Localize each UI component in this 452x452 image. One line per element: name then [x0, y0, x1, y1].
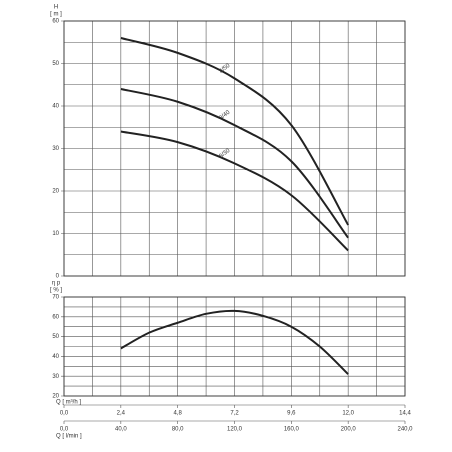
curve [120, 88, 349, 239]
curve [120, 309, 349, 375]
y-tick-label: 60 [52, 314, 59, 320]
x2-tick-label: 120,0 [227, 427, 243, 433]
y-tick-label: 30 [52, 374, 59, 380]
x-tick-label: 12,0 [342, 411, 354, 417]
y-tick-label: 20 [52, 394, 59, 400]
y-tick-label: 0 [56, 274, 60, 280]
x2-tick-label: 80,0 [172, 427, 184, 433]
y-tick-label: 40 [52, 354, 59, 360]
y-tick-label: 70 [52, 295, 59, 301]
y-tick-label: 30 [52, 146, 59, 152]
y-tick-label: 10 [52, 231, 59, 237]
curve [120, 37, 350, 226]
y-axis-unit: [ % ] [50, 288, 62, 294]
y-axis-unit: [ m ] [50, 12, 62, 18]
x-tick-label: 14,4 [399, 411, 411, 417]
curve [120, 130, 349, 252]
y-axis-title: H [54, 5, 58, 11]
x-tick-label: 9,6 [287, 411, 296, 417]
x-axis-title: Q [ m³/h ] [56, 400, 81, 406]
series-label: 8/30 [218, 147, 231, 159]
y-tick-label: 60 [52, 19, 59, 25]
x2-axis-title: Q [ l/min ] [56, 434, 82, 440]
x-tick-label: 7,2 [230, 411, 239, 417]
y-tick-label: 20 [52, 189, 59, 195]
plot-frame [63, 20, 406, 277]
y-tick-label: 40 [52, 104, 59, 110]
x2-tick-label: 40,0 [115, 427, 127, 433]
y-tick-label: 50 [52, 334, 59, 340]
x2-tick-label: 200,0 [341, 427, 357, 433]
x-tick-label: 0,0 [60, 411, 69, 417]
x2-tick-label: 160,0 [284, 427, 300, 433]
y-axis-title: η p [52, 281, 61, 287]
x2-tick-label: 240,0 [397, 427, 413, 433]
y-tick-label: 50 [52, 61, 59, 67]
x2-tick-label: 0,0 [60, 427, 69, 433]
x-tick-label: 2,4 [117, 411, 126, 417]
plot-frame [63, 296, 406, 397]
x-tick-label: 4,8 [173, 411, 182, 417]
